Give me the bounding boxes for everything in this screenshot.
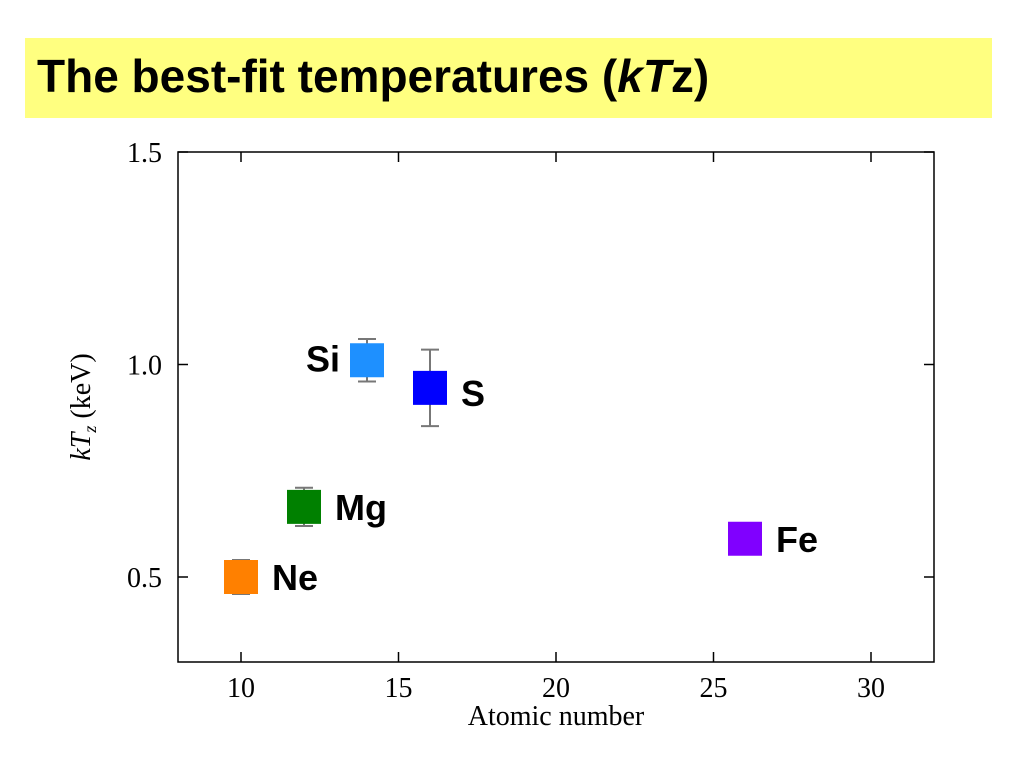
- y-axis-label-T: T: [66, 430, 97, 448]
- x-tick-label: 15: [385, 673, 413, 704]
- title-close: ): [693, 50, 710, 102]
- point-label: S: [461, 373, 485, 414]
- title-banner: The best-fit temperatures (kTz): [25, 38, 992, 118]
- point-marker: [224, 560, 258, 594]
- data-point-si: Si: [306, 338, 384, 383]
- x-tick-label: 20: [542, 673, 570, 704]
- point-marker: [287, 489, 321, 524]
- data-points: Ne Mg Si S Fe: [224, 338, 818, 598]
- point-label: Si: [306, 338, 340, 379]
- point-marker: [728, 521, 762, 556]
- data-point-ne: Ne: [224, 557, 318, 598]
- slide-title: The best-fit temperatures (kTz): [37, 48, 709, 104]
- data-point-fe: Fe: [728, 519, 818, 560]
- y-tick-label: 0.5: [127, 563, 162, 594]
- point-marker: [413, 370, 447, 405]
- point-label: Ne: [272, 557, 318, 598]
- title-T: T: [642, 50, 671, 102]
- y-axis-label-unit: (keV): [66, 353, 97, 425]
- x-axis-label: Atomic number: [468, 701, 645, 732]
- data-point-mg: Mg: [287, 486, 387, 528]
- y-tick-label: 1.5: [127, 138, 162, 169]
- tick-labels: 10 15 20 25 30 0.5 1.0 1.5: [127, 138, 885, 704]
- x-tick-label: 30: [857, 673, 885, 704]
- y-tick-label: 1.0: [127, 351, 162, 382]
- title-z: z: [670, 50, 694, 102]
- x-tick-label: 10: [227, 673, 255, 704]
- axis-ticks: [178, 151, 934, 662]
- x-tick-label: 25: [700, 673, 728, 704]
- data-point-s: S: [413, 348, 485, 428]
- y-axis-label-sub: z: [80, 426, 100, 434]
- point-marker: [350, 343, 384, 378]
- y-axis-label-k: k: [66, 448, 97, 461]
- point-label: Mg: [335, 487, 387, 528]
- title-main: The best-fit temperatures (: [37, 50, 618, 102]
- title-k: k: [617, 50, 643, 102]
- y-axis-label: kTz (keV): [66, 353, 100, 460]
- point-label: Fe: [776, 519, 818, 560]
